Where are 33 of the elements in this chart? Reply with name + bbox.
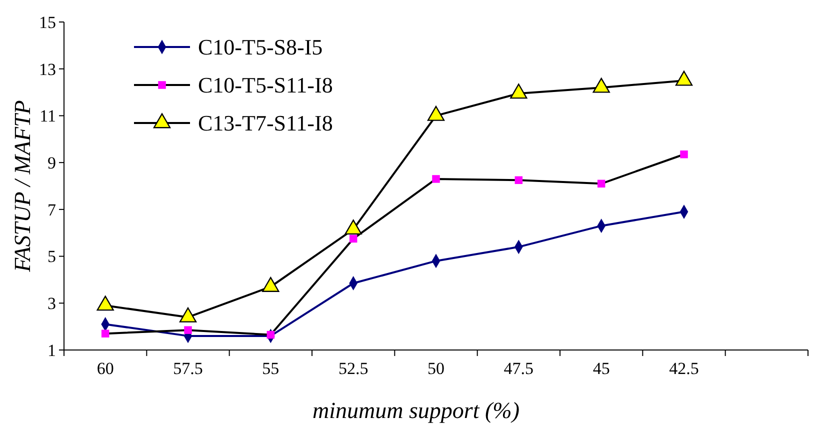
y-tick-label: 9	[48, 154, 56, 173]
point	[349, 234, 358, 243]
y-tick-label: 1	[48, 340, 56, 360]
point	[675, 70, 693, 86]
x-tick-label: 60	[96, 359, 114, 378]
y-tick-label: 13	[39, 60, 56, 79]
x-tick-label: 47.5	[504, 359, 534, 378]
point	[597, 180, 606, 188]
point	[184, 326, 192, 334]
point	[266, 330, 275, 339]
legend-label: C10-T5-S8-I5	[198, 34, 323, 60]
y-tick-label: 5	[48, 247, 56, 266]
point	[510, 84, 528, 99]
x-axis-title: minumum support (%)	[312, 398, 520, 423]
y-tick-label: 15	[39, 12, 56, 32]
point	[592, 78, 610, 93]
y-tick-label: 3	[48, 294, 56, 314]
y-axis-title: FASTUP / MAFTP	[10, 100, 35, 273]
y-tick-label: 11	[40, 106, 56, 126]
point	[514, 176, 523, 184]
y-tick-label: 7	[48, 200, 56, 220]
x-tick-label: 42.5	[669, 359, 699, 378]
point	[101, 330, 110, 338]
point	[427, 106, 445, 121]
legend-label: C13-T7-S11-I8	[198, 110, 333, 136]
point	[680, 150, 688, 158]
legend-label: C10-T5-S11-I8	[198, 72, 333, 98]
x-tick-label: 52.5	[338, 359, 368, 378]
point	[432, 175, 440, 183]
x-tick-label: 45	[592, 359, 610, 378]
x-tick-label: 57.5	[173, 359, 203, 378]
x-tick-label: 55	[262, 359, 280, 378]
x-tick-label: 50	[428, 359, 444, 378]
